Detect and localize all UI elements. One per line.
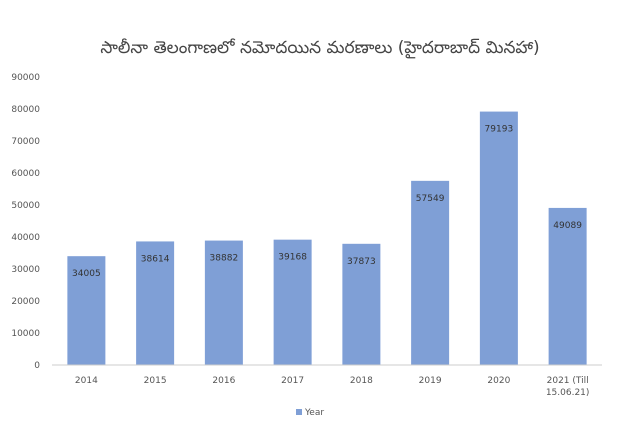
bar — [273, 239, 312, 365]
legend: Year — [296, 408, 324, 418]
x-tick-label: 2021 (Till 15.06.21) — [546, 376, 590, 398]
y-tick-label: 40000 — [11, 233, 40, 243]
y-tick-label: 20000 — [11, 297, 40, 307]
bar — [342, 243, 381, 365]
data-label: 79193 — [485, 125, 514, 135]
bars: 34005 38614 38882 39168 37873 57549 79193 49089 — [67, 111, 587, 365]
y-tick-label: 90000 — [11, 73, 40, 83]
legend-swatch — [296, 409, 302, 415]
bar — [479, 111, 518, 365]
y-axis: 0 10000 20000 30000 40000 50000 60000 70000 8000… — [11, 73, 40, 371]
y-tick-label: 30000 — [11, 265, 40, 275]
data-label: 38614 — [141, 254, 170, 264]
data-label: 49089 — [553, 221, 582, 231]
bar — [67, 256, 106, 365]
x-tick-label: 2019 — [419, 376, 442, 386]
data-label: 37873 — [347, 257, 376, 267]
y-tick-label: 50000 — [11, 201, 40, 211]
chart-title: సాలీనా తెలంగాణలో నమోదయిన మరణాలు (హైదరాబా… — [100, 38, 539, 59]
legend-label: Year — [304, 408, 324, 418]
bar — [548, 207, 587, 365]
data-label: 57549 — [416, 194, 445, 204]
x-tick-label: 2016 — [212, 376, 235, 386]
x-axis: 2014 2015 2016 2017 2018 2019 2020 2021 (Till 15… — [52, 364, 602, 398]
y-tick-label: 70000 — [11, 137, 40, 147]
data-label: 39168 — [278, 253, 307, 263]
bar — [204, 240, 243, 365]
x-tick-label: 2020 — [487, 376, 510, 386]
x-tick-label: 2018 — [350, 376, 373, 386]
x-tick-label: 2017 — [281, 376, 304, 386]
data-label: 38882 — [210, 254, 239, 264]
y-tick-label: 10000 — [11, 329, 40, 339]
x-tick-label: 2014 — [75, 376, 98, 386]
y-tick-label: 0 — [34, 361, 40, 371]
bar — [411, 180, 450, 365]
bar — [136, 241, 175, 365]
x-tick-label: 2015 — [144, 376, 167, 386]
data-label: 34005 — [72, 269, 101, 279]
y-tick-label: 60000 — [11, 169, 40, 179]
y-tick-label: 80000 — [11, 105, 40, 115]
